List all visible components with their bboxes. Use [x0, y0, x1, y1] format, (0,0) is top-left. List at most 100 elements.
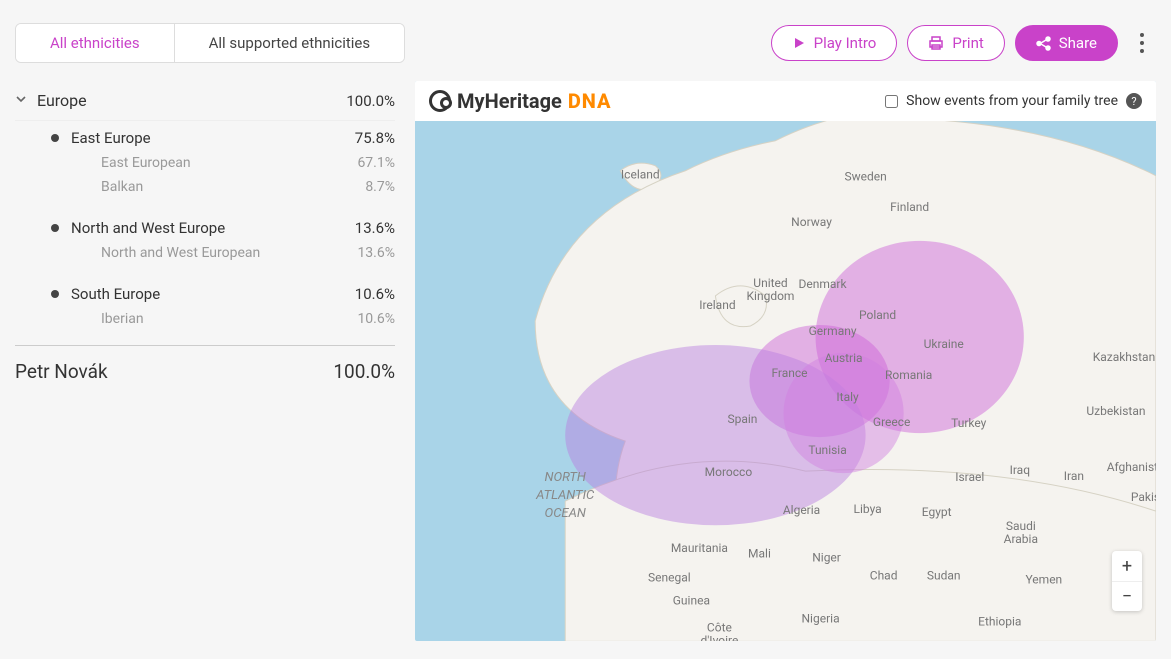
logo-dna: DNA	[568, 89, 612, 113]
group-dot-icon	[51, 290, 59, 298]
group-name: North and West Europe	[71, 219, 343, 237]
person-total-row: Petr Novák 100.0%	[15, 345, 395, 397]
map-country-label: Israel	[955, 470, 984, 484]
ethnicity-sub-row[interactable]: Balkan 8.7%	[15, 175, 395, 199]
map-country-label: Iran	[1064, 469, 1084, 483]
share-button[interactable]: Share	[1015, 25, 1118, 61]
svg-text:OCEAN: OCEAN	[545, 506, 586, 521]
family-events-toggle[interactable]: Show events from your family tree ?	[885, 93, 1142, 109]
ethnicity-group-row[interactable]: South Europe 10.6%	[15, 277, 395, 307]
sub-pct: 10.6%	[357, 311, 395, 327]
svg-text:NORTH: NORTH	[544, 470, 585, 485]
help-icon[interactable]: ?	[1126, 93, 1142, 109]
share-icon	[1036, 36, 1051, 51]
ethnicity-group-row[interactable]: East Europe 75.8%	[15, 121, 395, 151]
svg-text:ATLANTIC: ATLANTIC	[535, 488, 595, 503]
person-total-pct: 100.0%	[333, 360, 395, 383]
logo-icon	[429, 90, 451, 112]
play-icon	[792, 36, 806, 50]
group-dot-icon	[51, 224, 59, 232]
group-pct: 10.6%	[355, 285, 395, 303]
sub-pct: 8.7%	[365, 179, 395, 195]
map-country-label: Chad	[870, 568, 898, 582]
print-button[interactable]: Print	[907, 25, 1004, 61]
sub-name: Iberian	[101, 311, 357, 327]
map-country-label: Italy	[836, 390, 859, 404]
person-name: Petr Novák	[15, 360, 333, 383]
map-country-label: d'Ivoire	[700, 633, 738, 641]
map-panel: IcelandSwedenNorwayFinlandUnitedKingdomI…	[415, 81, 1156, 641]
play-intro-label: Play Intro	[814, 34, 877, 52]
map-country-label: Turkey	[951, 416, 987, 430]
ethnicity-sub-row[interactable]: Iberian 10.6%	[15, 307, 395, 331]
map-country-label: Arabia	[1004, 532, 1038, 546]
region-pct: 100.0%	[346, 92, 395, 110]
family-events-checkbox[interactable]	[885, 95, 898, 108]
map-country-label: Tunisia	[808, 443, 846, 457]
group-pct: 75.8%	[355, 129, 395, 147]
tab-all-supported[interactable]: All supported ethnicities	[174, 24, 405, 62]
map-country-label: Egypt	[922, 505, 952, 519]
region-name: Europe	[37, 91, 336, 110]
print-label: Print	[952, 34, 983, 52]
map-country-label: Norway	[791, 215, 832, 229]
sub-pct: 67.1%	[357, 155, 395, 171]
map-canvas[interactable]: IcelandSwedenNorwayFinlandUnitedKingdomI…	[415, 81, 1156, 641]
map-country-label: United	[753, 276, 787, 290]
ethnicity-tabs: All ethnicities All supported ethnicitie…	[15, 23, 405, 63]
map-country-label: Nigeria	[802, 611, 840, 625]
family-events-label: Show events from your family tree	[906, 93, 1118, 109]
map-country-label: Greece	[873, 415, 911, 429]
tab-all-ethnicities[interactable]: All ethnicities	[16, 24, 174, 62]
map-country-label: Afghanistan	[1107, 460, 1156, 474]
ethnicity-group-row[interactable]: North and West Europe 13.6%	[15, 211, 395, 241]
more-menu-button[interactable]	[1128, 27, 1156, 59]
map-country-label: Iraq	[1010, 463, 1030, 477]
map-country-label: Kingdom	[747, 289, 795, 303]
map-country-label: Sudan	[927, 568, 961, 582]
map-country-label: France	[771, 366, 807, 380]
map-country-label: Algeria	[783, 503, 820, 517]
map-country-label: Sweden	[844, 170, 886, 184]
share-label: Share	[1059, 34, 1097, 52]
map-country-label: Yemen	[1025, 572, 1062, 586]
map-country-label: Libya	[854, 502, 882, 516]
map-country-label: Romania	[885, 368, 932, 382]
group-name: South Europe	[71, 285, 343, 303]
map-country-label: Pakistan	[1131, 490, 1156, 504]
map-country-label: Côte	[707, 620, 732, 634]
map-country-label: Poland	[859, 308, 896, 322]
map-country-label: Ireland	[699, 298, 735, 312]
map-header: MyHeritage DNA Show events from your fam…	[415, 81, 1156, 121]
map-country-label: Senegal	[648, 570, 691, 584]
map-country-label: Niger	[812, 550, 841, 564]
chevron-down-icon	[15, 93, 27, 108]
map-country-label: Uzbekistan	[1086, 404, 1145, 418]
sub-name: North and West European	[101, 245, 357, 261]
sub-name: East European	[101, 155, 357, 171]
ethnicity-sub-row[interactable]: North and West European 13.6%	[15, 241, 395, 265]
zoom-in-button[interactable]: +	[1112, 551, 1142, 581]
ethnicity-sidebar: Europe 100.0% East Europe 75.8% East Eur…	[15, 81, 395, 641]
map-country-label: Austria	[825, 351, 863, 365]
group-dot-icon	[51, 134, 59, 142]
zoom-control: + −	[1112, 551, 1142, 611]
map-country-label: Spain	[727, 412, 757, 426]
region-row-europe[interactable]: Europe 100.0%	[15, 81, 395, 121]
play-intro-button[interactable]: Play Intro	[771, 25, 898, 61]
zoom-out-button[interactable]: −	[1112, 581, 1142, 611]
map-country-label: Guinea	[673, 593, 710, 607]
map-country-label: Saudi	[1006, 519, 1036, 533]
map-country-label: Mauritania	[671, 541, 728, 555]
map-country-label: Ukraine	[924, 337, 964, 351]
map-country-label: Ethiopia	[978, 614, 1021, 628]
group-pct: 13.6%	[355, 219, 395, 237]
map-country-label: Finland	[890, 200, 929, 214]
map-country-label: Germany	[809, 324, 857, 338]
sub-name: Balkan	[101, 179, 365, 195]
map-country-label: Morocco	[705, 465, 753, 479]
map-country-label: Kazakhstan	[1093, 350, 1156, 364]
sub-pct: 13.6%	[357, 245, 395, 261]
ethnicity-sub-row[interactable]: East European 67.1%	[15, 151, 395, 175]
group-name: East Europe	[71, 129, 343, 147]
